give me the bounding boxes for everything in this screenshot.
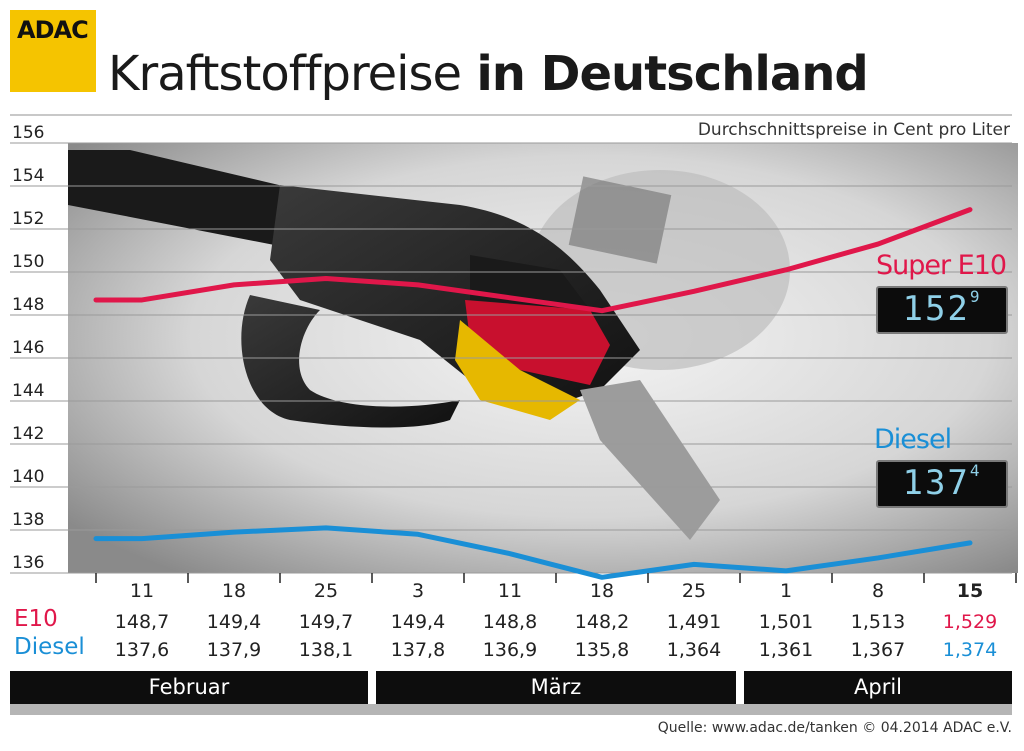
flag-red bbox=[465, 300, 610, 385]
month-band: April bbox=[744, 671, 1012, 704]
y-tick-label: 150 bbox=[12, 252, 44, 272]
series-label-diesel: Diesel bbox=[874, 424, 952, 455]
y-tick-label: 138 bbox=[12, 510, 44, 530]
y-tick-label: 148 bbox=[12, 295, 44, 315]
column-separators bbox=[95, 573, 1017, 583]
series-line-diesel bbox=[93, 525, 973, 580]
bottom-bar bbox=[10, 704, 1012, 715]
price-display-e10-main: 152 bbox=[902, 289, 970, 329]
series-line-e10 bbox=[93, 207, 973, 314]
y-tick-label: 146 bbox=[12, 338, 44, 358]
flag-gold bbox=[455, 320, 580, 420]
title-light: Kraftstoffpreise bbox=[108, 46, 462, 102]
title-rule bbox=[10, 114, 1012, 116]
month-band: März bbox=[376, 671, 736, 704]
logo-text: ADAC bbox=[17, 16, 89, 44]
source-note: Quelle: www.adac.de/tanken © 04.2014 ADA… bbox=[657, 720, 1012, 736]
price-display-diesel-sup: 4 bbox=[969, 461, 982, 480]
y-tick-label: 156 bbox=[12, 123, 44, 143]
chart-subtitle: Durchschnittspreise in Cent pro Liter bbox=[697, 120, 1010, 140]
handle-shape bbox=[241, 295, 460, 428]
page-title: Kraftstoffpreise in Deutschland bbox=[108, 44, 869, 104]
chart-grid bbox=[10, 142, 1012, 574]
y-axis-ticks: 156 154 152 150 148 146 144 142 140 138 136 bbox=[12, 123, 44, 573]
series-label-e10: Super E10 bbox=[876, 250, 1007, 281]
price-display-e10-sup: 9 bbox=[969, 287, 982, 306]
month-band: Februar bbox=[10, 671, 368, 704]
y-tick-label: 144 bbox=[12, 381, 44, 401]
y-tick-label: 152 bbox=[12, 209, 44, 229]
price-display-diesel-main: 137 bbox=[902, 463, 970, 503]
y-tick-label: 140 bbox=[12, 467, 44, 487]
y-tick-label: 136 bbox=[12, 553, 44, 573]
title-bold: in Deutschland bbox=[476, 46, 868, 102]
adac-logo: ADAC bbox=[10, 10, 96, 92]
chart-series bbox=[93, 207, 973, 580]
price-display-diesel: 1374 bbox=[876, 460, 1008, 508]
y-tick-label: 142 bbox=[12, 424, 44, 444]
pump-window bbox=[568, 176, 672, 264]
price-display-e10: 1529 bbox=[876, 286, 1008, 334]
y-tick-label: 154 bbox=[12, 166, 44, 186]
hose-shape bbox=[68, 150, 300, 250]
nozzle-illustration bbox=[68, 150, 790, 540]
spout-shape bbox=[580, 380, 720, 540]
